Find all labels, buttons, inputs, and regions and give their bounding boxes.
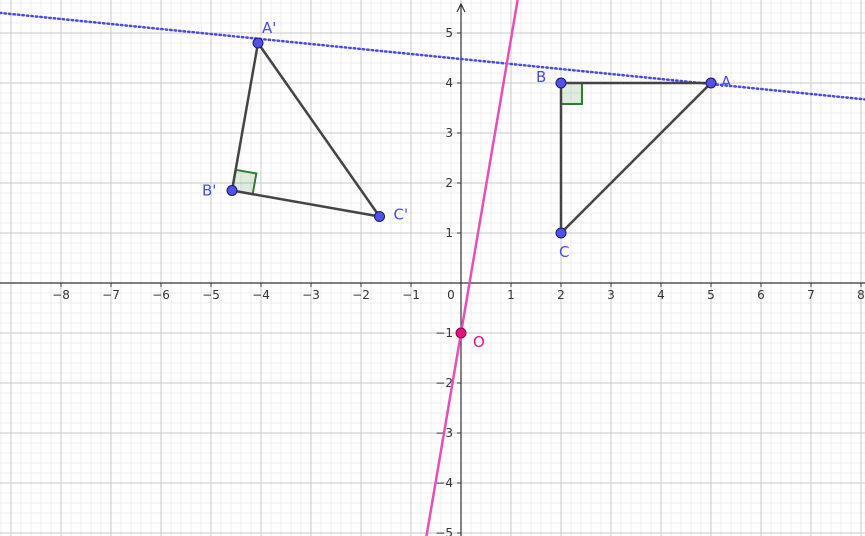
y-tick-label: −1 xyxy=(435,326,453,340)
dotted-line xyxy=(0,11,865,101)
x-tick-label: 2 xyxy=(557,288,565,302)
point-A-prime[interactable] xyxy=(252,37,264,49)
point-O[interactable] xyxy=(455,327,467,339)
x-tick-label: −3 xyxy=(302,288,320,302)
x-tick-label: −5 xyxy=(202,288,220,302)
label-A-prime: A' xyxy=(262,19,276,37)
segment-CA xyxy=(560,82,712,234)
label-A: A xyxy=(721,73,732,91)
y-tick-label: −4 xyxy=(435,476,453,490)
y-tick-label: 4 xyxy=(445,76,453,90)
point-labels: A B C A' B' C' O xyxy=(202,19,732,351)
x-tick-label: 0 xyxy=(447,288,455,302)
x-tick-label: 3 xyxy=(607,288,615,302)
segment-C-prime-A-prime xyxy=(256,42,381,218)
label-O: O xyxy=(473,333,485,351)
x-tick-label: 5 xyxy=(707,288,715,302)
label-B: B xyxy=(536,68,546,86)
x-tick-label: −2 xyxy=(352,288,370,302)
x-tick-label: −8 xyxy=(52,288,70,302)
label-B-prime: B' xyxy=(202,182,216,200)
y-axis-arrow xyxy=(456,2,466,13)
triangles xyxy=(230,42,712,234)
label-C-prime: C' xyxy=(394,206,409,224)
point-B-prime[interactable] xyxy=(226,185,238,196)
segment-A-prime-B-prime xyxy=(230,42,260,191)
point-B[interactable] xyxy=(555,77,567,89)
point-C[interactable] xyxy=(555,227,567,239)
pink-line xyxy=(425,0,519,536)
points[interactable] xyxy=(226,37,717,339)
x-tick-label: −7 xyxy=(102,288,120,302)
y-tick-label: 2 xyxy=(445,176,453,190)
y-tick-label: −2 xyxy=(435,376,453,390)
x-tick-label: −1 xyxy=(402,288,420,302)
x-tick-label: 7 xyxy=(807,288,815,302)
label-C: C xyxy=(559,243,569,261)
point-C-prime[interactable] xyxy=(374,211,385,222)
y-tick-label: 3 xyxy=(445,126,453,140)
y-tick-label: 5 xyxy=(445,26,453,40)
x-tick-label: −6 xyxy=(152,288,170,302)
point-A[interactable] xyxy=(705,77,717,89)
y-tick-label: −5 xyxy=(435,526,453,536)
x-tick-label: 1 xyxy=(507,288,515,302)
x-tick-label: 8 xyxy=(857,288,865,302)
x-tick-label: 4 xyxy=(657,288,665,302)
segment-B-prime-C-prime xyxy=(231,189,380,218)
y-tick-label: 1 xyxy=(445,226,453,240)
x-tick-label: −4 xyxy=(252,288,270,302)
x-tick-label: 6 xyxy=(757,288,765,302)
